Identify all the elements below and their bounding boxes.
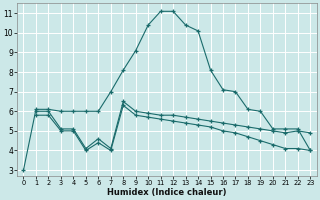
X-axis label: Humidex (Indice chaleur): Humidex (Indice chaleur)	[107, 188, 227, 197]
